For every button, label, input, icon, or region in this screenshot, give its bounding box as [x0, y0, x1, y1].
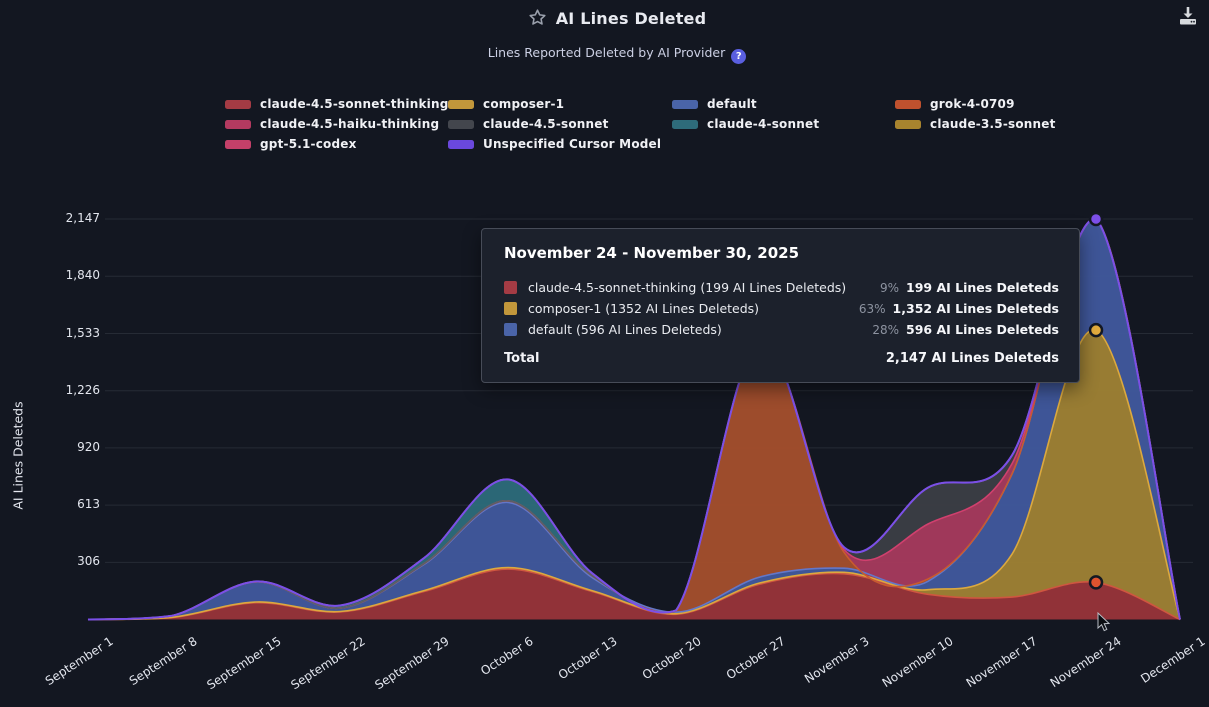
help-icon[interactable]: ?: [731, 49, 747, 64]
tooltip-value: 1,352 AI Lines Deleteds: [892, 301, 1059, 316]
legend-label: gpt-5.1-codex: [260, 137, 357, 151]
legend-label: grok-4-0709: [930, 97, 1015, 111]
tooltip-swatch: [504, 302, 517, 315]
tooltip-percent: 9%: [879, 281, 899, 295]
tooltip-series-label: default (596 AI Lines Deleteds): [528, 322, 722, 337]
tooltip-value: 596 AI Lines Deleteds: [906, 322, 1059, 337]
line-composer-1: [87, 329, 1181, 621]
y-axis-label: 1,840: [65, 268, 100, 283]
y-axis-label: 613: [77, 497, 100, 512]
legend-item-claude-4.5-sonnet[interactable]: claude-4.5-sonnet: [448, 117, 609, 131]
tooltip-percent: 63%: [858, 302, 886, 316]
tooltip-total-value: 2,147 AI Lines Deleteds: [885, 351, 1059, 366]
tooltip-total-label: Total: [504, 351, 540, 366]
chart-subtitle: Lines Reported Deleted by AI Provider: [487, 45, 726, 60]
tooltip-row: composer-1 (1352 AI Lines Deleteds) 63% 1,…: [504, 298, 1059, 319]
legend-label: claude-3.5-sonnet: [930, 117, 1056, 131]
legend-label: composer-1: [483, 97, 565, 111]
legend-label: claude-4.5-sonnet: [483, 117, 609, 131]
chart-header: AI Lines Deleted Lines Reported Deleted …: [25, 8, 1209, 64]
tooltip-row: default (596 AI Lines Deleteds) 28% 596 AI…: [504, 319, 1059, 340]
legend-label: Unspecified Cursor Model: [483, 137, 662, 151]
legend-label: claude-4.5-haiku-thinking: [260, 117, 440, 131]
mouse-cursor: [1097, 612, 1111, 632]
legend-item-Unspecified Cursor Model[interactable]: Unspecified Cursor Model: [448, 137, 661, 151]
legend-swatch: [448, 99, 474, 109]
legend-item-gpt-5.1-codex[interactable]: gpt-5.1-codex: [225, 137, 357, 151]
legend-label: claude-4-sonnet: [707, 117, 820, 131]
tooltip-series-label: composer-1 (1352 AI Lines Deleteds): [528, 301, 760, 316]
legend-swatch: [225, 139, 251, 149]
legend-swatch: [672, 119, 698, 129]
legend-swatch: [895, 119, 921, 129]
y-axis-label: 920: [77, 439, 100, 454]
legend-swatch: [448, 119, 474, 129]
legend-label: claude-4.5-sonnet-thinking: [260, 97, 449, 111]
y-axis-label: 306: [77, 554, 100, 569]
tooltip-series-label: claude-4.5-sonnet-thinking (199 AI Lines…: [528, 280, 847, 295]
y-axis-title: AI Lines Deleteds: [10, 401, 26, 510]
chart-tooltip: November 24 - November 30, 2025 claude-4…: [481, 228, 1080, 383]
legend-swatch: [225, 119, 251, 129]
download-button[interactable]: [1173, 2, 1203, 32]
legend-item-composer-1[interactable]: composer-1: [448, 97, 564, 111]
y-axis-label: 1,226: [65, 382, 100, 397]
legend-item-default[interactable]: default: [672, 97, 757, 111]
legend-swatch: [895, 99, 921, 109]
tooltip-percent: 28%: [872, 323, 899, 337]
area-claude-4.5-sonnet-thinking: [88, 569, 1180, 620]
star-outline-icon[interactable]: [528, 8, 547, 31]
tooltip-row: claude-4.5-sonnet-thinking (199 AI Lines…: [504, 277, 1059, 298]
tooltip-swatch: [504, 281, 517, 294]
legend-item-claude-4.5-sonnet-thinking[interactable]: claude-4.5-sonnet-thinking: [225, 97, 449, 111]
tooltip-value: 199 AI Lines Deleteds: [906, 280, 1059, 295]
series-marker: [1088, 211, 1104, 227]
legend-swatch: [672, 99, 698, 109]
legend-swatch: [448, 139, 474, 149]
series-marker: [1088, 575, 1104, 590]
series-marker: [1088, 322, 1104, 338]
download-icon: [1176, 6, 1200, 31]
legend-item-grok-4-0709[interactable]: grok-4-0709: [895, 97, 1015, 111]
page-title: AI Lines Deleted: [555, 9, 707, 28]
y-axis-label: 2,147: [65, 211, 100, 225]
tooltip-swatch: [504, 323, 517, 336]
legend-item-claude-4.5-haiku-thinking[interactable]: claude-4.5-haiku-thinking: [225, 117, 439, 131]
legend-swatch: [225, 99, 251, 109]
legend-item-claude-4-sonnet[interactable]: claude-4-sonnet: [672, 117, 819, 131]
area-claude-4.5-sonnet: [88, 218, 1180, 620]
tooltip-date-range: November 24 - November 30, 2025: [504, 244, 800, 262]
y-axis-label: 1,533: [65, 325, 100, 340]
legend-item-claude-3.5-sonnet[interactable]: claude-3.5-sonnet: [895, 117, 1056, 131]
legend-label: default: [707, 97, 757, 111]
